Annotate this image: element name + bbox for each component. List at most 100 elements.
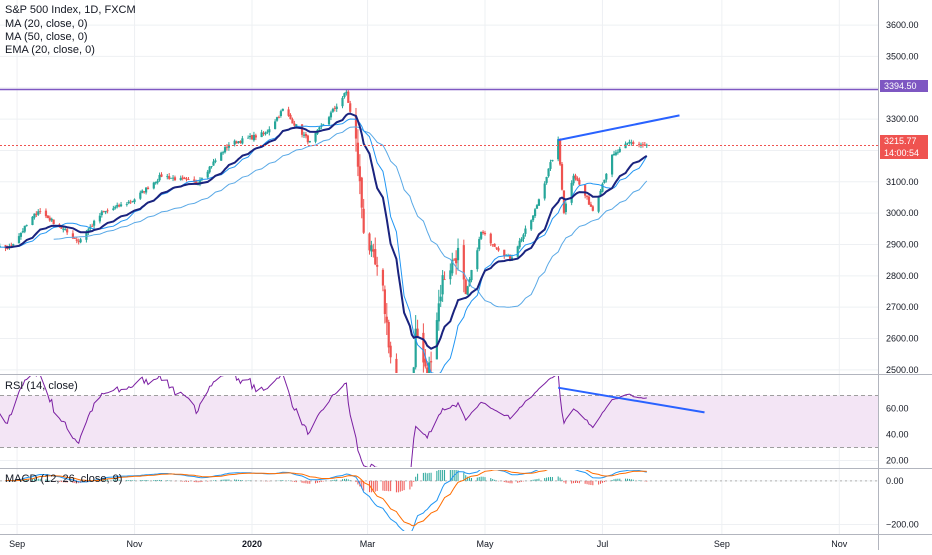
candle <box>437 303 440 322</box>
candle <box>449 270 452 280</box>
candle <box>626 142 629 144</box>
price-axis-tick-2600: 2600.00 <box>886 334 919 344</box>
candle <box>453 259 456 261</box>
legend-ma50: MA (50, close, 0) <box>5 31 88 43</box>
candle <box>187 179 190 180</box>
candle <box>462 245 465 280</box>
candle <box>429 361 433 363</box>
candle <box>587 196 591 205</box>
candle <box>441 275 444 295</box>
candle <box>300 124 304 135</box>
candle <box>493 243 496 247</box>
rsi-group <box>0 376 647 467</box>
candle <box>349 103 352 112</box>
time-axis-tick-jul-5: Jul <box>597 539 609 549</box>
candle <box>532 215 535 221</box>
candle <box>383 289 386 315</box>
candle <box>17 236 21 244</box>
candle <box>139 192 142 199</box>
candle <box>578 179 581 185</box>
candle <box>503 249 506 257</box>
candle <box>183 177 186 180</box>
candle <box>560 164 564 190</box>
candle <box>455 258 458 264</box>
candle <box>306 135 309 143</box>
candle <box>127 201 130 204</box>
candle <box>412 367 415 373</box>
candle <box>106 210 109 212</box>
ma-group <box>0 112 648 373</box>
candle <box>293 123 296 126</box>
candle <box>558 139 562 165</box>
candle <box>508 256 512 261</box>
candle <box>241 138 244 144</box>
candle <box>212 161 215 166</box>
time-axis-tick-nov-7: Nov <box>831 539 848 549</box>
candle <box>603 179 606 183</box>
candle <box>31 216 34 226</box>
candle <box>358 166 361 182</box>
candle <box>374 249 377 265</box>
candle <box>537 199 541 206</box>
macd-group <box>0 470 878 531</box>
candle <box>104 210 107 213</box>
candle <box>168 176 171 179</box>
candle <box>112 208 115 211</box>
candle <box>605 173 608 180</box>
candle <box>66 229 69 233</box>
candle <box>376 264 379 267</box>
candle <box>584 184 587 196</box>
candle <box>333 108 336 109</box>
candle <box>220 152 223 161</box>
candle <box>618 148 621 152</box>
candle <box>39 211 42 212</box>
candle <box>345 91 348 94</box>
candle <box>25 224 28 226</box>
candle <box>522 234 525 239</box>
candle <box>341 97 344 107</box>
candle <box>483 232 487 235</box>
legend-ma20: MA (20, close, 0) <box>5 18 88 30</box>
candle <box>289 114 292 120</box>
candles-group <box>0 89 648 373</box>
candle <box>632 142 635 144</box>
candle <box>73 238 76 239</box>
candle <box>173 177 177 181</box>
candle <box>208 166 211 173</box>
candle <box>225 146 229 148</box>
candle <box>239 141 242 143</box>
candle <box>381 269 385 286</box>
candle <box>64 229 67 230</box>
candle <box>114 206 117 209</box>
candle <box>470 270 473 281</box>
macd-axis-tick-0: 0.00 <box>886 476 904 486</box>
candle <box>630 142 633 144</box>
candle <box>557 139 560 160</box>
candle <box>119 204 123 207</box>
candle <box>77 241 80 243</box>
candle <box>331 109 334 112</box>
candle <box>329 112 333 118</box>
candle <box>250 135 254 140</box>
time-axis-tick-sep-6: Sep <box>714 539 730 549</box>
rsi-trendline <box>558 386 705 414</box>
candle <box>143 191 146 193</box>
candle <box>222 152 225 154</box>
candle <box>308 140 311 143</box>
candle <box>347 91 350 103</box>
time-axis-tick-may-4: May <box>476 539 494 549</box>
rsi-band <box>0 395 878 448</box>
candle <box>416 328 419 337</box>
candle <box>252 134 256 141</box>
candle <box>516 246 519 257</box>
candle <box>227 144 230 148</box>
rsi-axis-tick-60: 60.00 <box>886 404 909 414</box>
candle <box>75 239 78 241</box>
candle <box>481 231 485 234</box>
candle <box>214 160 217 162</box>
candle <box>71 233 75 239</box>
rsi-line <box>0 376 647 467</box>
candle <box>268 129 271 133</box>
candle <box>610 154 614 175</box>
